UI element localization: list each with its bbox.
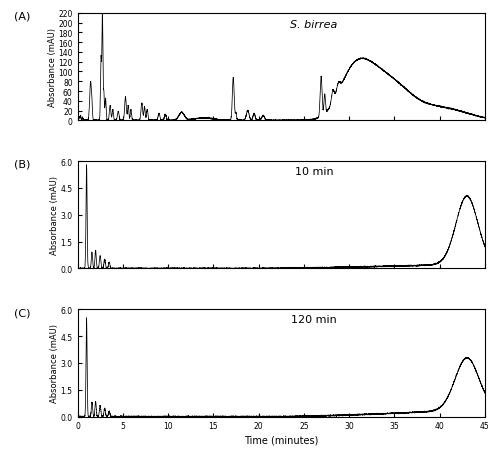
Text: (C): (C): [14, 307, 31, 318]
Text: (A): (A): [14, 12, 30, 22]
X-axis label: Time (minutes): Time (minutes): [244, 435, 318, 444]
Text: 10 min: 10 min: [294, 167, 333, 176]
Text: (B): (B): [14, 160, 30, 169]
Y-axis label: Absorbance (mAU): Absorbance (mAU): [50, 324, 59, 402]
Text: 120 min: 120 min: [291, 314, 337, 325]
Y-axis label: Absorbance (mAU): Absorbance (mAU): [48, 28, 57, 107]
Text: S. birrea: S. birrea: [290, 20, 338, 30]
Y-axis label: Absorbance (mAU): Absorbance (mAU): [50, 176, 59, 255]
